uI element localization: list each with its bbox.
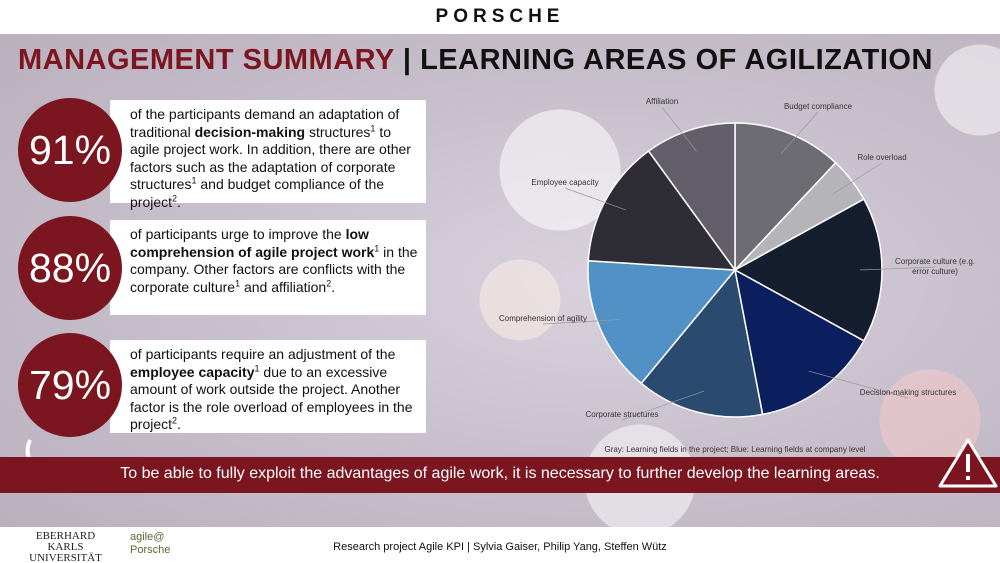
- title-rest: | LEARNING AREAS OF AGILIZATION: [402, 44, 933, 76]
- warning-mark: [966, 454, 970, 472]
- text-segment: structures: [305, 123, 371, 140]
- slice-label: Corporate structures: [585, 410, 659, 419]
- slice-label: Decision-making structures: [859, 388, 957, 397]
- leader-line: [780, 111, 819, 155]
- text-segment: and affiliation: [240, 278, 327, 295]
- slice-label: Role overload: [857, 153, 907, 162]
- slice-label: Corporate culture (e.g. error culture): [894, 257, 976, 276]
- leader-line: [564, 187, 626, 211]
- partner-logo: agile@ Porsche: [130, 531, 171, 556]
- pie-slice: [733, 198, 883, 342]
- text-segment: 2: [172, 415, 178, 426]
- text-segment: 2: [172, 192, 178, 203]
- text-segment: .: [177, 193, 181, 210]
- figure-circle: 91%: [18, 98, 122, 202]
- figure-circle: 88%: [18, 216, 122, 320]
- leader-line: [808, 370, 909, 399]
- text-segment: decision-making: [194, 123, 306, 140]
- figure-circle: 79%: [18, 333, 122, 437]
- text-segment: employee capacity: [130, 363, 255, 380]
- pie-slice: [734, 122, 837, 272]
- text-segment: low comprehension of agile project work: [130, 226, 375, 260]
- footer-credits: Research project Agile KPI | Sylvia Gais…: [333, 541, 667, 553]
- leader-line: [542, 319, 621, 325]
- text-segment: in the company. Other factors are confli…: [130, 243, 418, 295]
- leader-line: [833, 162, 883, 194]
- text-segment: 1: [235, 277, 241, 288]
- text-segment: 1: [370, 122, 376, 133]
- leader-line: [621, 390, 705, 421]
- text-segment: of the participants demand an adaptation…: [130, 106, 400, 140]
- footer: [0, 527, 1000, 563]
- pie-slice: [587, 259, 737, 385]
- text-segment: 1: [191, 175, 197, 186]
- text-segment: .: [331, 278, 336, 295]
- pie-slice: [640, 268, 764, 418]
- text-segment: 1: [254, 362, 260, 373]
- pie-slice: [587, 150, 737, 271]
- banner: [0, 457, 1000, 493]
- slide-title: MANAGEMENT SUMMARY | LEARNING AREAS OF A…: [18, 44, 933, 77]
- top-bar: [0, 0, 1000, 34]
- text-segment: of participants urge to improve the: [130, 226, 346, 242]
- pie-slice: [733, 268, 865, 416]
- leader-line: [661, 106, 697, 152]
- slice-label: Employee capacity: [531, 178, 599, 187]
- chart-caption: Gray: Learning fields in the project; Bl…: [604, 445, 866, 454]
- text-segment: due to an excessive amount of work outsi…: [130, 363, 413, 433]
- university-logo: EBERHARD KARLS UNIVERSITÄT TÜBINGEN: [29, 530, 102, 563]
- slice-label: Comprehension of agility: [498, 314, 588, 323]
- brand-logo: PORSCHE: [435, 6, 565, 27]
- title-highlight: MANAGEMENT SUMMARY: [18, 44, 395, 76]
- banner-text: To be able to fully exploit the advantag…: [120, 465, 880, 482]
- finding-text: of participants urge to improve the low …: [110, 220, 426, 315]
- text-segment: of participants require an adjustment of…: [130, 346, 396, 362]
- leader-line: [859, 266, 936, 271]
- finding-text: of the participants demand an adaptation…: [110, 100, 426, 210]
- slice-label: Affiliation: [645, 97, 679, 106]
- text-segment: 1: [374, 242, 380, 253]
- text-segment: 2: [326, 277, 332, 288]
- pie-slice: [647, 122, 736, 273]
- text-segment: .: [177, 416, 181, 432]
- slice-label: Budget compliance: [783, 102, 853, 111]
- text-segment: and budget compliance of the project: [130, 176, 385, 210]
- finding-text: of participants require an adjustment of…: [110, 340, 426, 433]
- text-segment: to agile project work. In addition, ther…: [130, 123, 411, 193]
- warning-dot: [966, 476, 970, 480]
